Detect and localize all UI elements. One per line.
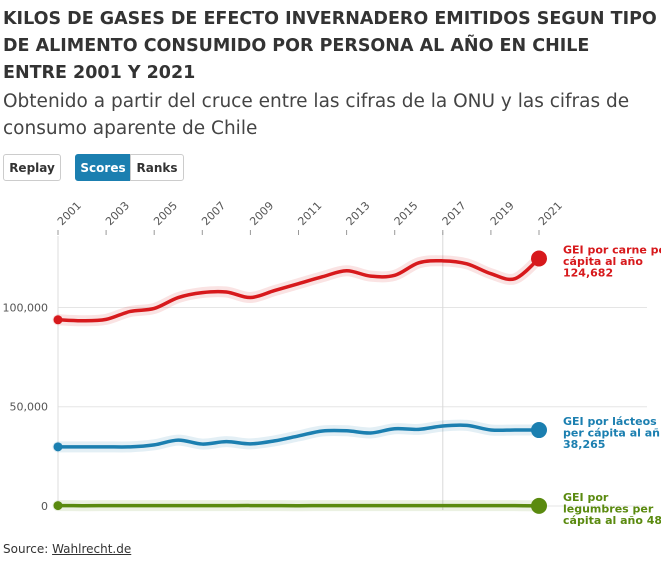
series-start-point <box>53 501 63 511</box>
x-tick-label: 2011 <box>295 199 324 228</box>
x-tick-label: 2017 <box>440 199 469 228</box>
series-end-label: legumbres per <box>563 502 654 515</box>
x-tick-label: 2001 <box>55 199 84 228</box>
x-axis: 2001 2003 2005 2007 2009 2011 2013 2015 2017 2019… <box>55 199 565 235</box>
series-line <box>56 423 541 449</box>
x-tick-label: 2009 <box>247 199 276 228</box>
x-tick-label: 2007 <box>199 199 228 228</box>
series-end-label: GEI por carne per <box>563 243 661 256</box>
scores-toggle-button[interactable]: Scores <box>75 154 131 181</box>
series-end-label: per cápita al añ <box>563 427 660 440</box>
source-note: Source: Wahlrecht.de <box>3 542 131 556</box>
series-end-point <box>531 422 547 439</box>
x-tick-label: 2013 <box>344 199 373 228</box>
series-end-label: cápita al año <box>563 255 643 268</box>
line-chart: 2001 2003 2005 2007 2009 2011 2013 2015 2017 2019… <box>3 199 661 527</box>
series-end-label: 38,265 <box>563 438 605 451</box>
series-end-label: GEI por lácteos <box>563 415 657 428</box>
series-end-label: cápita al año 48 <box>563 514 661 527</box>
y-tick-label: 100,000 <box>3 301 49 314</box>
chart-subtitle: Obtenido a partir del cruce entre las ci… <box>3 91 630 139</box>
series-end-point <box>531 497 547 514</box>
source-link[interactable]: Wahlrecht.de <box>52 542 132 556</box>
ranks-toggle-button[interactable]: Ranks <box>130 154 184 181</box>
x-tick-label: 2019 <box>488 199 517 228</box>
y-tick-label: 50,000 <box>10 401 49 414</box>
series-end-label: GEI por <box>563 491 609 504</box>
series-end-point <box>531 250 547 267</box>
x-tick-label: 2005 <box>151 199 180 228</box>
series-start-point <box>53 442 63 452</box>
y-tick-label: 0 <box>41 500 48 513</box>
replay-button[interactable]: Replay <box>3 154 61 181</box>
series-lines <box>52 250 547 514</box>
chart-title: KILOS DE GASES DE EFECTO INVERNADERO EMI… <box>3 9 657 83</box>
x-tick-label: 2015 <box>392 199 421 228</box>
y-axis: 0 50,000 100,000 <box>3 301 49 513</box>
series-line <box>56 256 541 323</box>
x-tick-label: 2003 <box>103 199 132 228</box>
series-end-label: 124,682 <box>563 266 613 279</box>
series-start-point <box>53 315 63 325</box>
x-tick-label: 2021 <box>536 199 565 228</box>
source-prefix: Source: <box>3 542 53 556</box>
